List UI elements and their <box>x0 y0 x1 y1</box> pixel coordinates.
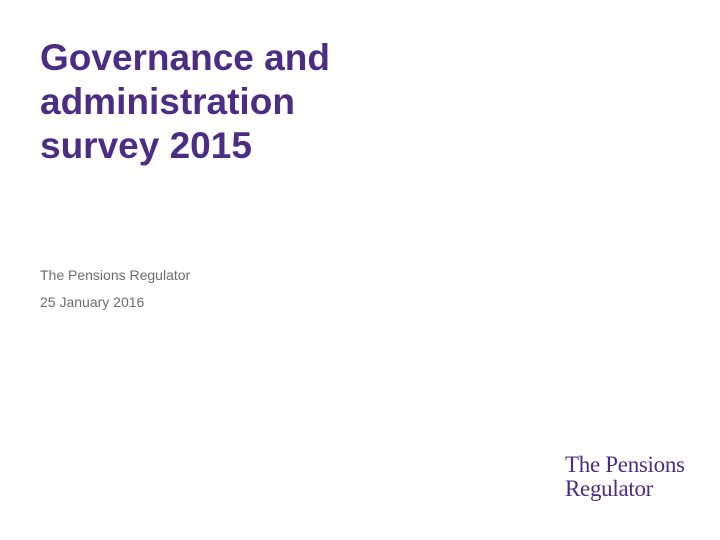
logo-line-2: Regulator <box>565 477 685 501</box>
presentation-date: 25 January 2016 <box>40 289 190 316</box>
pensions-regulator-logo: The Pensions Regulator <box>565 453 685 501</box>
slide-subtitle: The Pensions Regulator 25 January 2016 <box>40 262 190 316</box>
slide-title-line-3: survey 2015 <box>40 124 460 168</box>
slide-title-line-1: Governance and <box>40 36 460 80</box>
logo-line-1: The Pensions <box>565 453 685 477</box>
organisation-name: The Pensions Regulator <box>40 262 190 289</box>
slide-title: Governance and administration survey 201… <box>40 36 460 168</box>
slide-title-line-2: administration <box>40 80 460 124</box>
